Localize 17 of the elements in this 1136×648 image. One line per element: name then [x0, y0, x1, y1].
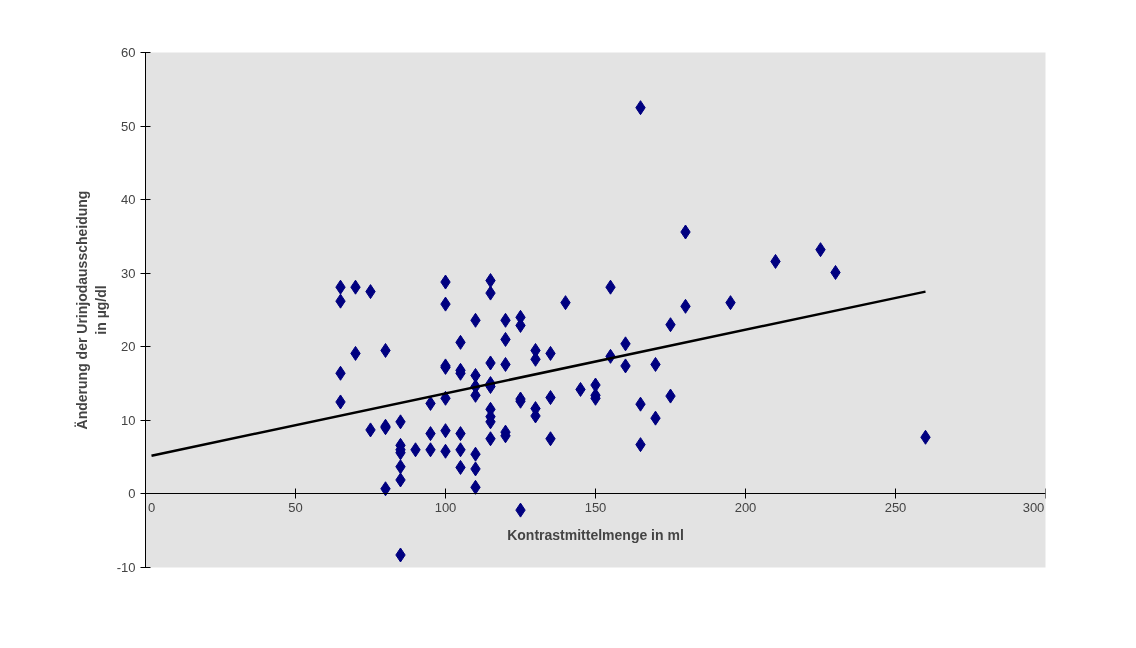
x-tick-label: 0	[147, 499, 156, 515]
y-tick-label: 10	[121, 412, 136, 428]
y-tick-label: 20	[121, 339, 136, 355]
x-tick-label: 50	[288, 499, 303, 515]
y-tick-label: 40	[121, 192, 136, 208]
y-axis-title: Änderung der Urinjodausscheidung in µg/dl	[73, 190, 109, 430]
x-tick-label: 100	[434, 499, 457, 515]
x-tick-label: 200	[734, 499, 757, 515]
y-tick-label: -10	[116, 560, 136, 575]
x-tick-label: 250	[884, 499, 907, 515]
y-tick-label: 0	[128, 486, 136, 502]
y-tick-label: 30	[121, 265, 136, 281]
y-tick-label: 50	[121, 118, 136, 134]
y-tick-label: 60	[121, 45, 136, 60]
x-tick-label: 150	[584, 499, 607, 515]
x-axis-title: Kontrastmittelmenge in ml	[507, 526, 684, 543]
x-tick-label: 300	[1022, 499, 1045, 515]
